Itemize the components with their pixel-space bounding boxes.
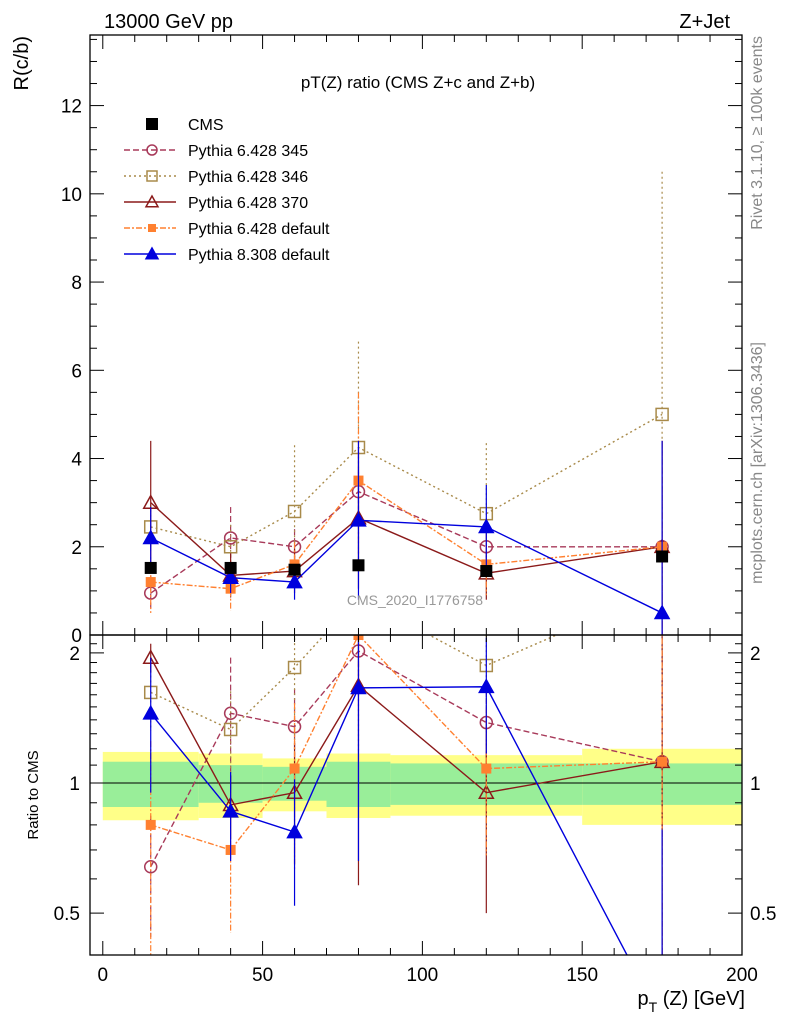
ratio-point [655, 1015, 669, 1024]
energy-label: 13000 GeV pp [104, 11, 233, 33]
x-tick-label: 0 [97, 965, 108, 986]
cms-data-point [224, 561, 237, 574]
ratio-tick-label-right: 2 [750, 644, 761, 665]
x-axis-label-main: p [638, 988, 649, 1010]
y-tick-label: 0 [71, 626, 82, 647]
watermark: CMS_2020_I1776758 [347, 592, 483, 608]
ratio-tick-label-right: 0.5 [750, 904, 776, 925]
legend-item: CMS [146, 117, 224, 134]
ratio-point [657, 756, 668, 767]
legend-marker [146, 144, 158, 156]
x-axis-label-sub: T [649, 999, 658, 1015]
data-point [223, 540, 238, 554]
y-tick-label: 2 [71, 538, 82, 559]
ratio-tick-label: 0.5 [54, 904, 80, 925]
x-tick-label: 150 [566, 965, 598, 986]
ratio-point [223, 722, 238, 737]
ratio-tick-label-right: 1 [750, 774, 761, 795]
data-point [145, 577, 156, 588]
x-axis-label-rest: (Z) [GeV] [657, 988, 745, 1010]
ratio-point [481, 763, 492, 774]
cms-data-point [656, 550, 669, 563]
series-line [150, 413, 663, 548]
ratio-series-pythia-8-308-default [142, 635, 669, 1024]
data-point [222, 569, 239, 584]
legend-item: Pythia 6.428 default [124, 221, 330, 238]
side-label-bottom: mcplots.cern.ch [arXiv:1306.3436] [749, 342, 766, 584]
data-point [223, 531, 238, 545]
cms-data-point [288, 563, 301, 576]
ratio-series-line [150, 686, 628, 955]
data-point [478, 518, 495, 534]
ratio-point [287, 660, 302, 675]
process-label: Z+Jet [679, 11, 730, 33]
ratio-point [143, 860, 158, 874]
legend-marker [146, 118, 158, 130]
y-tick-label: 10 [61, 185, 82, 206]
cms-data-point [480, 565, 493, 578]
series-cms [144, 550, 669, 578]
legend-label: Pythia 6.428 345 [188, 143, 308, 160]
ratio-point [145, 819, 156, 830]
legend-label: Pythia 8.308 default [188, 247, 330, 264]
y-tick-label: 8 [71, 273, 82, 294]
ratio-panel-frame [89, 634, 743, 956]
ratio-tick-label: 2 [69, 644, 80, 665]
ratio-point [289, 763, 300, 774]
y-axis-label: R(c/b) [11, 36, 33, 90]
data-point [287, 504, 302, 519]
data-point [143, 586, 158, 600]
cms-data-point [352, 559, 365, 572]
series-pythia-6-428-346 [143, 171, 669, 635]
legend-label: Pythia 6.428 default [188, 221, 330, 238]
legend-label: Pythia 6.428 346 [188, 169, 308, 186]
side-label-top: Rivet 3.1.10, ≥ 100k events [749, 36, 766, 230]
data-point [286, 573, 303, 589]
legend-item: Pythia 6.428 345 [124, 143, 308, 160]
main-panel-series [142, 171, 671, 635]
ratio-point [350, 679, 367, 695]
series-line [150, 479, 663, 590]
legend-item: Pythia 6.428 370 [124, 194, 308, 212]
legend-item: Pythia 6.428 346 [124, 169, 308, 186]
y-tick-label: 6 [71, 361, 82, 382]
chart-title: pT(Z) ratio (CMS Z+c and Z+b) [301, 73, 535, 92]
ratio-point [286, 823, 303, 839]
data-point [350, 511, 367, 527]
ratio-point [142, 704, 160, 720]
ratio-tick-label: 1 [69, 774, 80, 795]
legend-marker [144, 194, 160, 208]
x-tick-label: 100 [407, 965, 439, 986]
x-tick-label: 200 [726, 965, 758, 986]
legend-label: Pythia 6.428 370 [188, 195, 308, 212]
legend-item: Pythia 8.308 default [124, 246, 330, 264]
data-point [142, 529, 160, 545]
legend-marker [146, 170, 158, 182]
y-tick-label: 12 [61, 97, 82, 118]
ratio-series-line [150, 635, 663, 851]
ratio-panel-series [142, 635, 671, 1024]
ratio-series-line [150, 657, 663, 806]
series-line [150, 519, 663, 614]
x-tick-label: 50 [252, 965, 273, 986]
legend: CMS Pythia 6.428 345 Pythia 6.428 346 Pythi… [124, 117, 330, 264]
ratio-y-axis-label: Ratio to CMS [25, 750, 42, 839]
legend-marker [144, 246, 160, 260]
ratio-series-line [150, 650, 663, 868]
series-line [150, 490, 663, 594]
legend-label: CMS [188, 117, 224, 134]
ratio-point [222, 802, 239, 818]
cms-data-point [144, 561, 157, 574]
data-point [653, 604, 671, 620]
y-tick-label: 4 [71, 450, 82, 471]
ratio-series-pythia-6-428-346 [143, 635, 663, 955]
legend-marker [148, 224, 156, 232]
ratio-point [478, 678, 495, 694]
data-point [655, 407, 669, 422]
series-line [150, 502, 663, 577]
x-axis-label: pT (Z) [GeV] [638, 988, 745, 1015]
cms-uncertainty-bands [90, 748, 742, 825]
series-layer [142, 171, 671, 1024]
